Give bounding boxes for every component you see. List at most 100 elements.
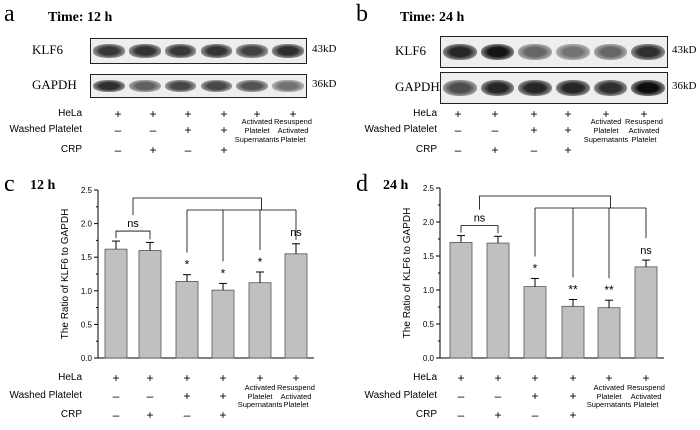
condition-symbol: +	[531, 389, 539, 403]
condition-symbol: +	[530, 107, 538, 121]
panel-letter-b: b	[356, 1, 368, 27]
blot-band	[164, 79, 197, 93]
y-tick-label: 2.5	[81, 186, 93, 195]
significance-mark: ns	[640, 245, 652, 257]
condition-symbol: –	[457, 408, 465, 422]
condition-symbol: +	[491, 107, 499, 121]
y-axis-label: The Ratio of KLF6 to GAPDH	[402, 208, 413, 339]
bar	[523, 286, 547, 359]
condition-text: Supernatants	[234, 135, 280, 144]
bar	[138, 250, 162, 359]
condition-symbol: +	[494, 371, 502, 385]
significance-mark: *	[185, 258, 190, 272]
condition-symbol: –	[114, 143, 122, 157]
condition-text: Activated Platelet	[244, 383, 276, 401]
condition-symbol: –	[454, 123, 462, 137]
y-tick-label: 2.0	[81, 220, 93, 229]
y-tick-label: 1.0	[81, 287, 93, 296]
blot-label-gapdh: GAPDH	[32, 77, 77, 92]
condition-label-hela: HeLa	[413, 372, 437, 383]
y-tick-label: 0.5	[81, 320, 93, 329]
significance-mark: *	[221, 266, 226, 280]
blot-band	[164, 44, 197, 58]
condition-symbol: +	[454, 107, 462, 121]
y-tick-label: 0.0	[81, 354, 93, 363]
blot-label-klf6: KLF6	[32, 42, 64, 57]
blot-band	[236, 44, 269, 58]
condition-symbol: –	[457, 389, 465, 403]
condition-symbol: +	[494, 408, 502, 422]
condition-label-hela: HeLa	[413, 108, 437, 119]
panel-title-a: Time: 12 h	[48, 10, 113, 25]
condition-text: Supernatants	[583, 135, 629, 144]
comparison-bracket-top	[132, 197, 262, 216]
condition-label-washed: Washed Platelet	[364, 124, 437, 135]
condition-text: Resuspend Activated	[627, 383, 665, 401]
condition-text: Platelet	[280, 135, 306, 144]
condition-symbol: +	[256, 371, 264, 385]
condition-symbol: +	[146, 371, 154, 385]
condition-text: Activated Platelet	[241, 117, 273, 135]
blot-band	[272, 79, 304, 93]
condition-symbol: +	[602, 107, 610, 121]
chart-title-d: 24 h	[383, 178, 409, 193]
condition-symbol: +	[149, 107, 157, 121]
condition-symbol: –	[146, 389, 154, 403]
condition-symbol: +	[220, 143, 228, 157]
condition-text: Activated Platelet	[590, 117, 622, 135]
condition-symbol: +	[564, 107, 572, 121]
condition-text: Resuspend Activated	[277, 383, 315, 401]
condition-symbol: +	[642, 371, 650, 385]
bar-chart-c: 0.0 0.5 1.0 1.5 2.0 2.5 The Ratio of KLF6 to G…	[60, 186, 314, 363]
condition-symbol: +	[219, 371, 227, 385]
blot-image-gapdh	[90, 74, 307, 98]
blot-band	[593, 79, 628, 97]
condition-symbol: +	[569, 389, 577, 403]
bar	[634, 266, 658, 359]
bar	[561, 305, 585, 359]
comparison-bracket-top	[479, 195, 611, 210]
bar	[284, 253, 308, 359]
condition-text: Platelet	[283, 400, 309, 409]
condition-symbol: +	[569, 371, 577, 385]
bar	[486, 242, 510, 359]
blot-band	[200, 79, 233, 93]
condition-symbol: +	[184, 123, 192, 137]
condition-symbol: +	[220, 107, 228, 121]
blot-band	[480, 79, 515, 97]
y-tick-label: 0.0	[423, 354, 435, 363]
panel-title-b: Time: 24 h	[400, 10, 465, 25]
condition-text: Platelet	[631, 135, 657, 144]
condition-label-washed: Washed Platelet	[9, 124, 82, 135]
bar	[175, 280, 199, 359]
significance-mark: **	[604, 283, 614, 297]
significance-mark: *	[258, 255, 263, 269]
condition-symbol: +	[112, 371, 120, 385]
condition-symbol: –	[531, 408, 539, 422]
blot-kd-klf6: 43kD	[312, 43, 337, 55]
bar	[211, 289, 235, 359]
condition-symbol: –	[530, 143, 538, 157]
condition-text: Resuspend Activated	[274, 117, 312, 135]
condition-symbol: +	[605, 371, 613, 385]
blot-band	[272, 44, 304, 58]
condition-symbol: –	[149, 123, 157, 137]
blot-image-klf6	[90, 38, 307, 64]
blot-band	[236, 79, 269, 93]
blot-band	[631, 79, 665, 97]
condition-symbol: –	[184, 143, 192, 157]
condition-symbol: +	[184, 107, 192, 121]
condition-text: Resuspend Activated	[625, 117, 663, 135]
condition-label-washed: Washed Platelet	[9, 390, 82, 401]
condition-symbol: –	[183, 408, 191, 422]
condition-symbol: +	[564, 123, 572, 137]
bracket-ns-label: ns	[290, 227, 302, 239]
blot-image-klf6	[440, 36, 668, 68]
condition-symbol: +	[219, 389, 227, 403]
blot-band	[93, 79, 125, 93]
y-tick-label: 1.5	[423, 252, 435, 261]
condition-symbol: –	[494, 389, 502, 403]
panel-letter-a: a	[4, 1, 15, 27]
y-tick-label: 1.5	[81, 253, 93, 262]
blot-band	[518, 43, 552, 61]
